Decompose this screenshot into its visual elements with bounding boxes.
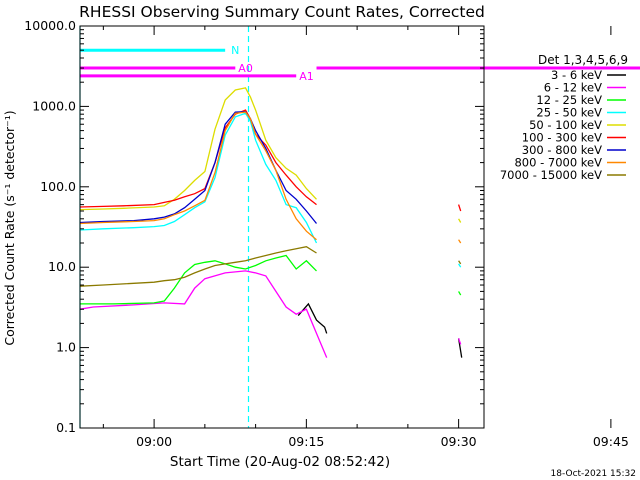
y-axis-label: Corrected Count Rate (s⁻¹ detector⁻¹) (2, 110, 17, 345)
series-line-3-6-kev (457, 338, 463, 358)
legend-label-300-800-kev: 300 - 800 keV (522, 143, 602, 157)
series-lines (79, 87, 463, 358)
series-line-300-800-kev (79, 111, 318, 224)
y-tick-label: 10000.0 (24, 18, 76, 33)
y-axis: 0.1 1.0 10.0 100.0 1000.0 10000.0 (24, 18, 484, 435)
state-label-n: N (231, 44, 239, 57)
series-line-12-25-kev (458, 291, 462, 296)
legend-label-3-6-kev: 3 - 6 keV (551, 68, 602, 82)
series-line-25-50-kev (458, 263, 462, 268)
series-line-100-300-kev (79, 109, 317, 208)
series-line-25-50-kev (79, 112, 318, 244)
y-tick-label: 1000.0 (32, 98, 76, 113)
legend-label-800-7000-kev: 800 - 7000 keV (514, 156, 602, 170)
plot-frame (79, 25, 485, 429)
legend-label-6-12-kev: 6 - 12 keV (544, 81, 602, 95)
series-line-6-12-kev (457, 338, 462, 345)
legend-label-7000-15000-kev: 7000 - 15000 keV (500, 168, 602, 182)
state-label-a0: A0 (238, 62, 253, 75)
y-tick-label: 1.0 (56, 340, 76, 355)
chart-title: RHESSI Observing Summary Count Rates, Co… (79, 3, 485, 21)
state-label-a1: A1 (299, 70, 314, 83)
legend-label-12-25-kev: 12 - 25 keV (536, 93, 602, 107)
y-tick-label: 100.0 (40, 179, 76, 194)
x-tick-label: 09:00 (136, 434, 172, 449)
legend-header: Det 1,3,4,5,6,9 (538, 53, 628, 67)
instrument-state-markers: NA0A1SF (79, 26, 640, 428)
series-line-100-300-kev (457, 204, 462, 212)
legend-label-25-50-kev: 25 - 50 keV (536, 106, 602, 120)
series-line-800-7000-kev (458, 239, 462, 244)
footer-date: 18-Oct-2021 15:32 (551, 469, 636, 479)
y-tick-label: 10.0 (48, 259, 76, 274)
series-line-50-100-kev (79, 87, 317, 211)
legend-label-50-100-kev: 50 - 100 keV (529, 118, 602, 132)
x-tick-label: 09:45 (593, 434, 629, 449)
x-tick-label: 09:30 (441, 434, 477, 449)
x-tick-label: 09:15 (288, 434, 324, 449)
legend-label-100-300-kev: 100 - 300 keV (522, 131, 602, 145)
series-line-3-6-kev (297, 302, 328, 334)
x-axis-label: Start Time (20-Aug-02 08:52:42) (170, 454, 390, 470)
series-line-800-7000-kev (79, 111, 317, 241)
y-tick-label: 0.1 (56, 420, 76, 435)
series-line-50-100-kev (458, 218, 462, 223)
series-line-6-12-kev (79, 270, 328, 358)
series-line-7000-15000-kev (79, 246, 317, 287)
series-line-7000-15000-kev (458, 260, 462, 265)
